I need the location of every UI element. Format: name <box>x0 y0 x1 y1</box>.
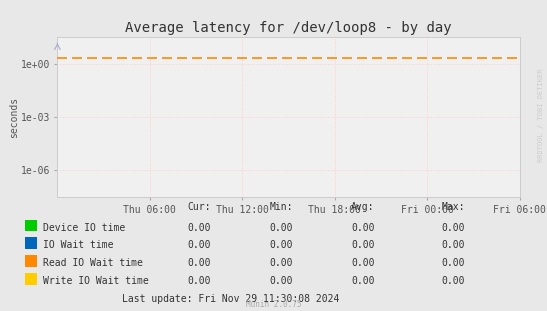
Text: 0.00: 0.00 <box>269 223 293 233</box>
Text: 0.00: 0.00 <box>441 240 465 250</box>
Text: Min:: Min: <box>269 202 293 212</box>
Y-axis label: seconds: seconds <box>9 97 19 138</box>
Text: 0.00: 0.00 <box>187 223 211 233</box>
Text: Last update: Fri Nov 29 11:30:08 2024: Last update: Fri Nov 29 11:30:08 2024 <box>122 294 339 304</box>
Text: 0.00: 0.00 <box>351 223 375 233</box>
Text: Munin 2.0.75: Munin 2.0.75 <box>246 299 301 309</box>
Text: IO Wait time: IO Wait time <box>43 240 114 250</box>
Text: 0.00: 0.00 <box>441 223 465 233</box>
Text: Max:: Max: <box>441 202 465 212</box>
Text: 0.00: 0.00 <box>269 240 293 250</box>
Text: Device IO time: Device IO time <box>43 223 125 233</box>
Text: 0.00: 0.00 <box>187 276 211 286</box>
Text: Read IO Wait time: Read IO Wait time <box>43 258 143 268</box>
Text: RRDTOOL / TOBI OETIKER: RRDTOOL / TOBI OETIKER <box>538 68 544 162</box>
Text: 0.00: 0.00 <box>351 240 375 250</box>
Text: 0.00: 0.00 <box>269 258 293 268</box>
Text: 0.00: 0.00 <box>187 258 211 268</box>
Text: 0.00: 0.00 <box>187 240 211 250</box>
Text: 0.00: 0.00 <box>441 258 465 268</box>
Text: Avg:: Avg: <box>351 202 375 212</box>
Text: 0.00: 0.00 <box>351 258 375 268</box>
Text: Cur:: Cur: <box>187 202 211 212</box>
Text: 0.00: 0.00 <box>269 276 293 286</box>
Text: 0.00: 0.00 <box>351 276 375 286</box>
Text: 0.00: 0.00 <box>441 276 465 286</box>
Title: Average latency for /dev/loop8 - by day: Average latency for /dev/loop8 - by day <box>125 21 452 35</box>
Text: Write IO Wait time: Write IO Wait time <box>43 276 149 286</box>
